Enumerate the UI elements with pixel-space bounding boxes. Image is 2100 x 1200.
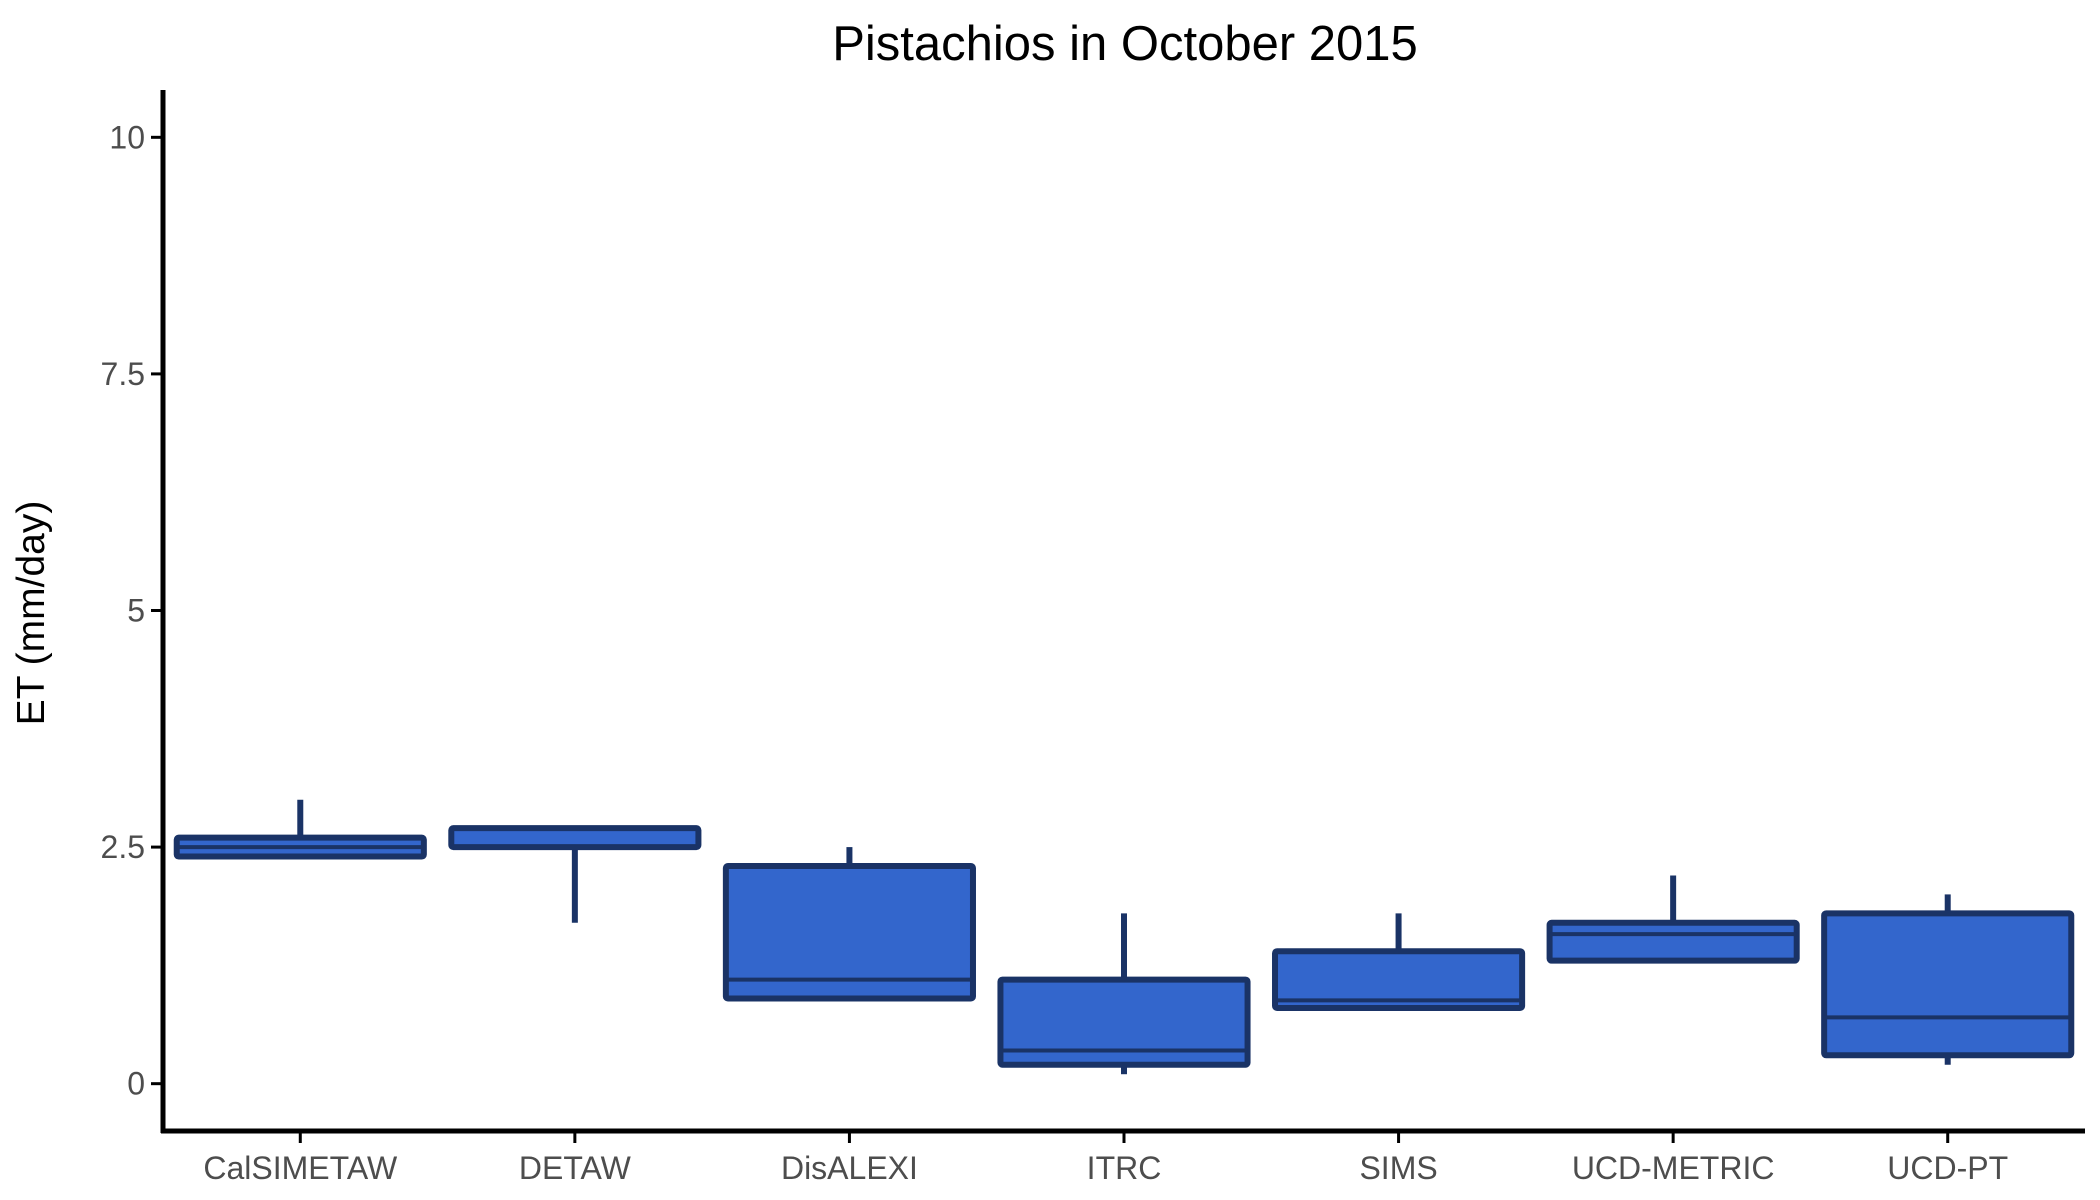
x-tick-label: CalSIMETAW	[203, 1150, 398, 1186]
y-tick-label: 0	[127, 1066, 145, 1102]
y-tick-label: 7.5	[101, 356, 145, 392]
y-tick-label: 10	[109, 119, 145, 155]
y-tick-label: 2.5	[101, 829, 145, 865]
y-tick-label: 5	[127, 593, 145, 629]
x-tick-label: DETAW	[519, 1150, 632, 1186]
x-tick-label: UCD-METRIC	[1572, 1150, 1775, 1186]
plot-area: 0 2.5 5 7.5 10 CalSIMETAW DETAW DisALEXI ITRC SIM…	[101, 90, 2085, 1186]
box-disalexi	[722, 863, 976, 1002]
x-tick-label: UCD-PT	[1887, 1150, 2008, 1186]
box-ucd-metric	[1546, 919, 1800, 964]
box-ucd-pt	[1821, 910, 2075, 1059]
x-tick-label: DisALEXI	[781, 1150, 918, 1186]
x-tick-label: ITRC	[1087, 1150, 1162, 1186]
chart-title: Pistachios in October 2015	[832, 17, 1418, 71]
box-sims	[1272, 948, 1526, 1011]
box-detaw	[448, 825, 702, 851]
y-axis-title: ET (mm/day)	[10, 501, 53, 726]
box-itrc	[997, 976, 1251, 1068]
x-tick-label: SIMS	[1359, 1150, 1437, 1186]
